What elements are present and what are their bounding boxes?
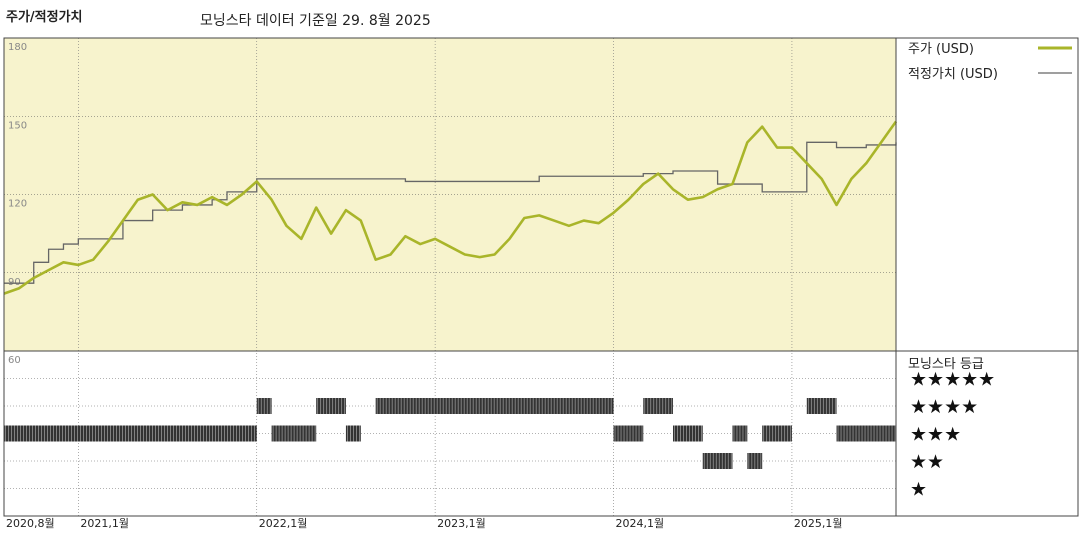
legend-price-label: 주가 (USD) — [908, 42, 974, 57]
rating-bar — [643, 398, 673, 414]
star-rating-2: ★★ — [910, 451, 944, 473]
star-rating-1: ★ — [910, 479, 927, 501]
y-tick-label: 150 — [8, 120, 27, 131]
data-date-subtitle: 모닝스타 데이터 기준일 29. 8월 2025 — [200, 13, 431, 29]
x-tick-label: 2025,1월 — [794, 517, 843, 530]
rating-bar — [4, 425, 257, 442]
y-axis-ticks: 180 150 120 90 60 — [8, 42, 27, 366]
chart-frame — [3, 37, 1079, 517]
price-panel-background — [4, 38, 896, 351]
rating-bar — [345, 425, 361, 442]
rating-bar — [732, 425, 748, 442]
price-line — [3, 120, 898, 295]
y-tick-label: 60 — [8, 355, 21, 366]
x-tick-label: 2022,1월 — [259, 517, 308, 530]
rating-bar — [613, 425, 644, 442]
x-tick-label: 2023,1월 — [437, 517, 486, 530]
rating-bar — [256, 398, 272, 414]
chart-header-title: 주가/적정가치 — [6, 10, 83, 25]
x-tick-label: 2021,1월 — [80, 517, 129, 530]
star-rating-4: ★★★★ — [910, 396, 978, 418]
rating-bar — [836, 425, 896, 442]
star-rating-3: ★★★ — [910, 424, 961, 446]
rating-bar — [806, 398, 837, 414]
rating-bar — [673, 425, 703, 442]
rating-bar — [271, 425, 317, 442]
legend-fair-label: 적정가치 (USD) — [908, 67, 998, 82]
y-tick-label: 180 — [8, 42, 27, 53]
rating-bar — [747, 453, 763, 469]
x-axis-ticks: 2020,8월 2021,1월 2022,1월 2023,1월 2024,1월 2025,… — [6, 517, 843, 530]
x-tick-label: 2020,8월 — [6, 517, 55, 530]
y-tick-label: 90 — [8, 277, 21, 288]
rating-bar — [702, 453, 733, 469]
rating-bar — [762, 425, 792, 442]
rating-bar — [375, 398, 614, 414]
rating-legend-title: 모닝스타 등급 — [908, 357, 984, 372]
y-tick-label: 120 — [8, 199, 27, 210]
star-legend: ★★★★★★★★★★★★★★★ — [910, 369, 995, 501]
star-rating-5: ★★★★★ — [910, 369, 995, 391]
x-tick-label: 2024,1월 — [616, 517, 665, 530]
fair-value-line — [4, 141, 897, 284]
rating-bars — [4, 398, 896, 469]
rating-bar — [316, 398, 346, 414]
